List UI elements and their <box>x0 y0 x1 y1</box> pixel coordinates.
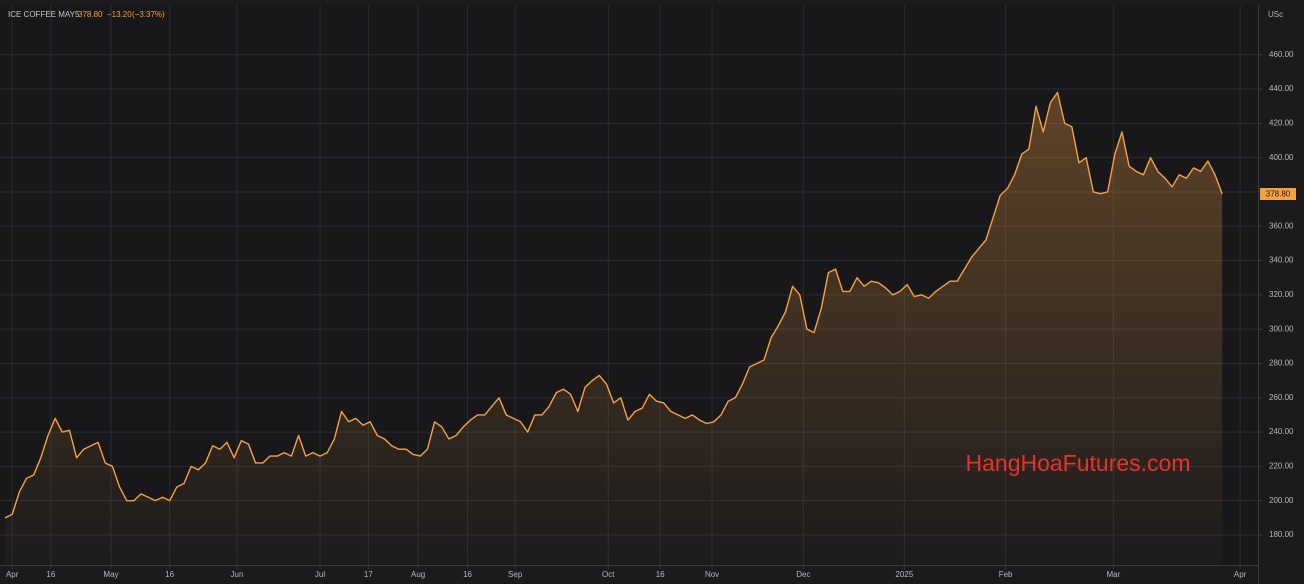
watermark: HangHoaFutures.com <box>966 450 1191 476</box>
x-tick-label: 16 <box>656 570 665 579</box>
x-tick-label: May <box>103 570 118 579</box>
y-tick-label: 180.00 <box>1269 530 1294 539</box>
legend-change-pct: (−3.37%) <box>132 10 165 19</box>
x-tick-label: Apr <box>6 570 19 579</box>
unit-label: USc <box>1268 10 1283 19</box>
x-tick-label: 16 <box>46 570 55 579</box>
x-tick-label: Mar <box>1106 570 1120 579</box>
x-tick-label: Jul <box>315 570 325 579</box>
price-line <box>4 91 1223 519</box>
x-tick-label: 17 <box>364 570 373 579</box>
legend-symbol: ICE COFFEE MAY5 <box>8 10 80 19</box>
x-tick-label: Apr <box>1234 570 1247 579</box>
y-tick-label: 360.00 <box>1269 221 1294 230</box>
y-tick-label: 240.00 <box>1269 427 1294 436</box>
price-tag-label: 378.80 <box>1266 190 1291 199</box>
x-tick-label: 16 <box>463 570 472 579</box>
x-tick-label: Aug <box>411 570 425 579</box>
y-tick-label: 280.00 <box>1269 359 1294 368</box>
y-tick-label: 320.00 <box>1269 290 1294 299</box>
x-tick-label: 2025 <box>895 570 913 579</box>
x-tick-label: Nov <box>705 570 719 579</box>
y-tick-label: 300.00 <box>1269 324 1294 333</box>
y-tick-label: 440.00 <box>1269 84 1294 93</box>
y-tick-label: 460.00 <box>1269 50 1294 59</box>
price-tag <box>1260 188 1296 201</box>
area-fill <box>5 92 1223 565</box>
y-tick-label: 400.00 <box>1269 153 1294 162</box>
x-tick-label: 16 <box>165 570 174 579</box>
legend-change: −13.20 <box>107 10 132 19</box>
x-tick-label: Sep <box>508 570 523 579</box>
y-tick-label: 340.00 <box>1269 256 1294 265</box>
x-tick-label: Feb <box>999 570 1013 579</box>
x-tick-label: Dec <box>796 570 810 579</box>
y-tick-label: 260.00 <box>1269 393 1294 402</box>
y-tick-label: 200.00 <box>1269 496 1294 505</box>
x-tick-label: Oct <box>602 570 615 579</box>
y-tick-label: 420.00 <box>1269 118 1294 127</box>
x-tick-label: Jun <box>231 570 244 579</box>
y-tick-label: 220.00 <box>1269 461 1294 470</box>
legend-last: 378.80 <box>78 10 103 19</box>
